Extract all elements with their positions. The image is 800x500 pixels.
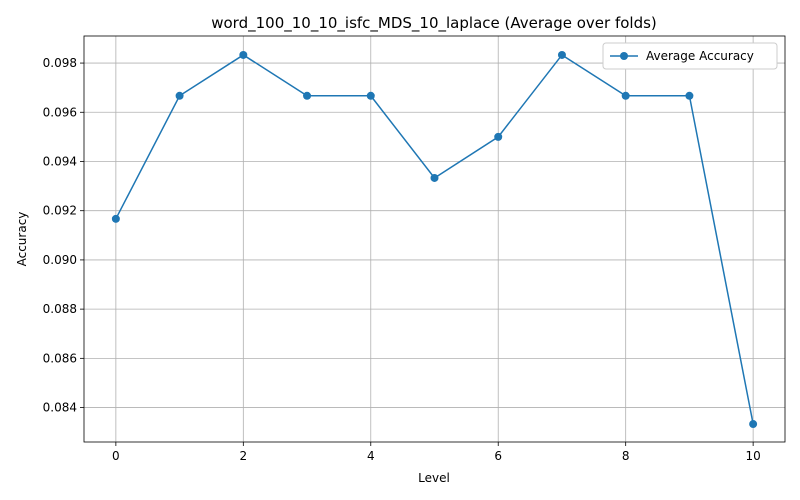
- axes: [83, 35, 786, 443]
- data-point: [303, 91, 312, 100]
- data-point: [685, 91, 694, 100]
- chart-title: word_100_10_10_isfc_MDS_10_laplace (Aver…: [211, 14, 657, 33]
- series-layer: [111, 50, 758, 429]
- legend: Average Accuracy: [602, 42, 778, 70]
- data-point: [239, 50, 248, 59]
- x-tick-label: 10: [745, 449, 760, 463]
- data-point: [557, 50, 566, 59]
- y-tick-label: 0.098: [43, 56, 77, 70]
- data-point: [366, 91, 375, 100]
- x-tick-label: 0: [112, 449, 120, 463]
- data-point: [430, 173, 439, 182]
- x-tick-label: 8: [622, 449, 630, 463]
- x-axis-label: Level: [418, 471, 450, 485]
- data-point: [111, 214, 120, 223]
- data-point: [175, 91, 184, 100]
- plot-frame: [83, 35, 786, 443]
- data-point: [621, 91, 630, 100]
- x-tick-label: 4: [367, 449, 375, 463]
- y-tick-label: 0.090: [43, 253, 77, 267]
- ticks: 0 2 4 6 8 10 0.084 0.086 0.088 0.090 0.092 0.094 0.0…: [43, 56, 761, 463]
- y-tick-label: 0.088: [43, 302, 77, 316]
- data-point: [749, 420, 758, 429]
- data-point: [494, 132, 503, 141]
- y-tick-label: 0.084: [43, 401, 77, 415]
- y-tick-label: 0.086: [43, 351, 77, 365]
- legend-marker-swatch: [620, 52, 628, 60]
- y-axis-label: Accuracy: [15, 212, 29, 267]
- y-tick-label: 0.092: [43, 204, 77, 218]
- legend-label: Average Accuracy: [646, 49, 754, 63]
- legend-box: [602, 42, 778, 70]
- x-tick-label: 2: [239, 449, 247, 463]
- y-tick-label: 0.094: [43, 154, 77, 168]
- y-tick-label: 0.096: [43, 105, 77, 119]
- x-tick-label: 6: [494, 449, 502, 463]
